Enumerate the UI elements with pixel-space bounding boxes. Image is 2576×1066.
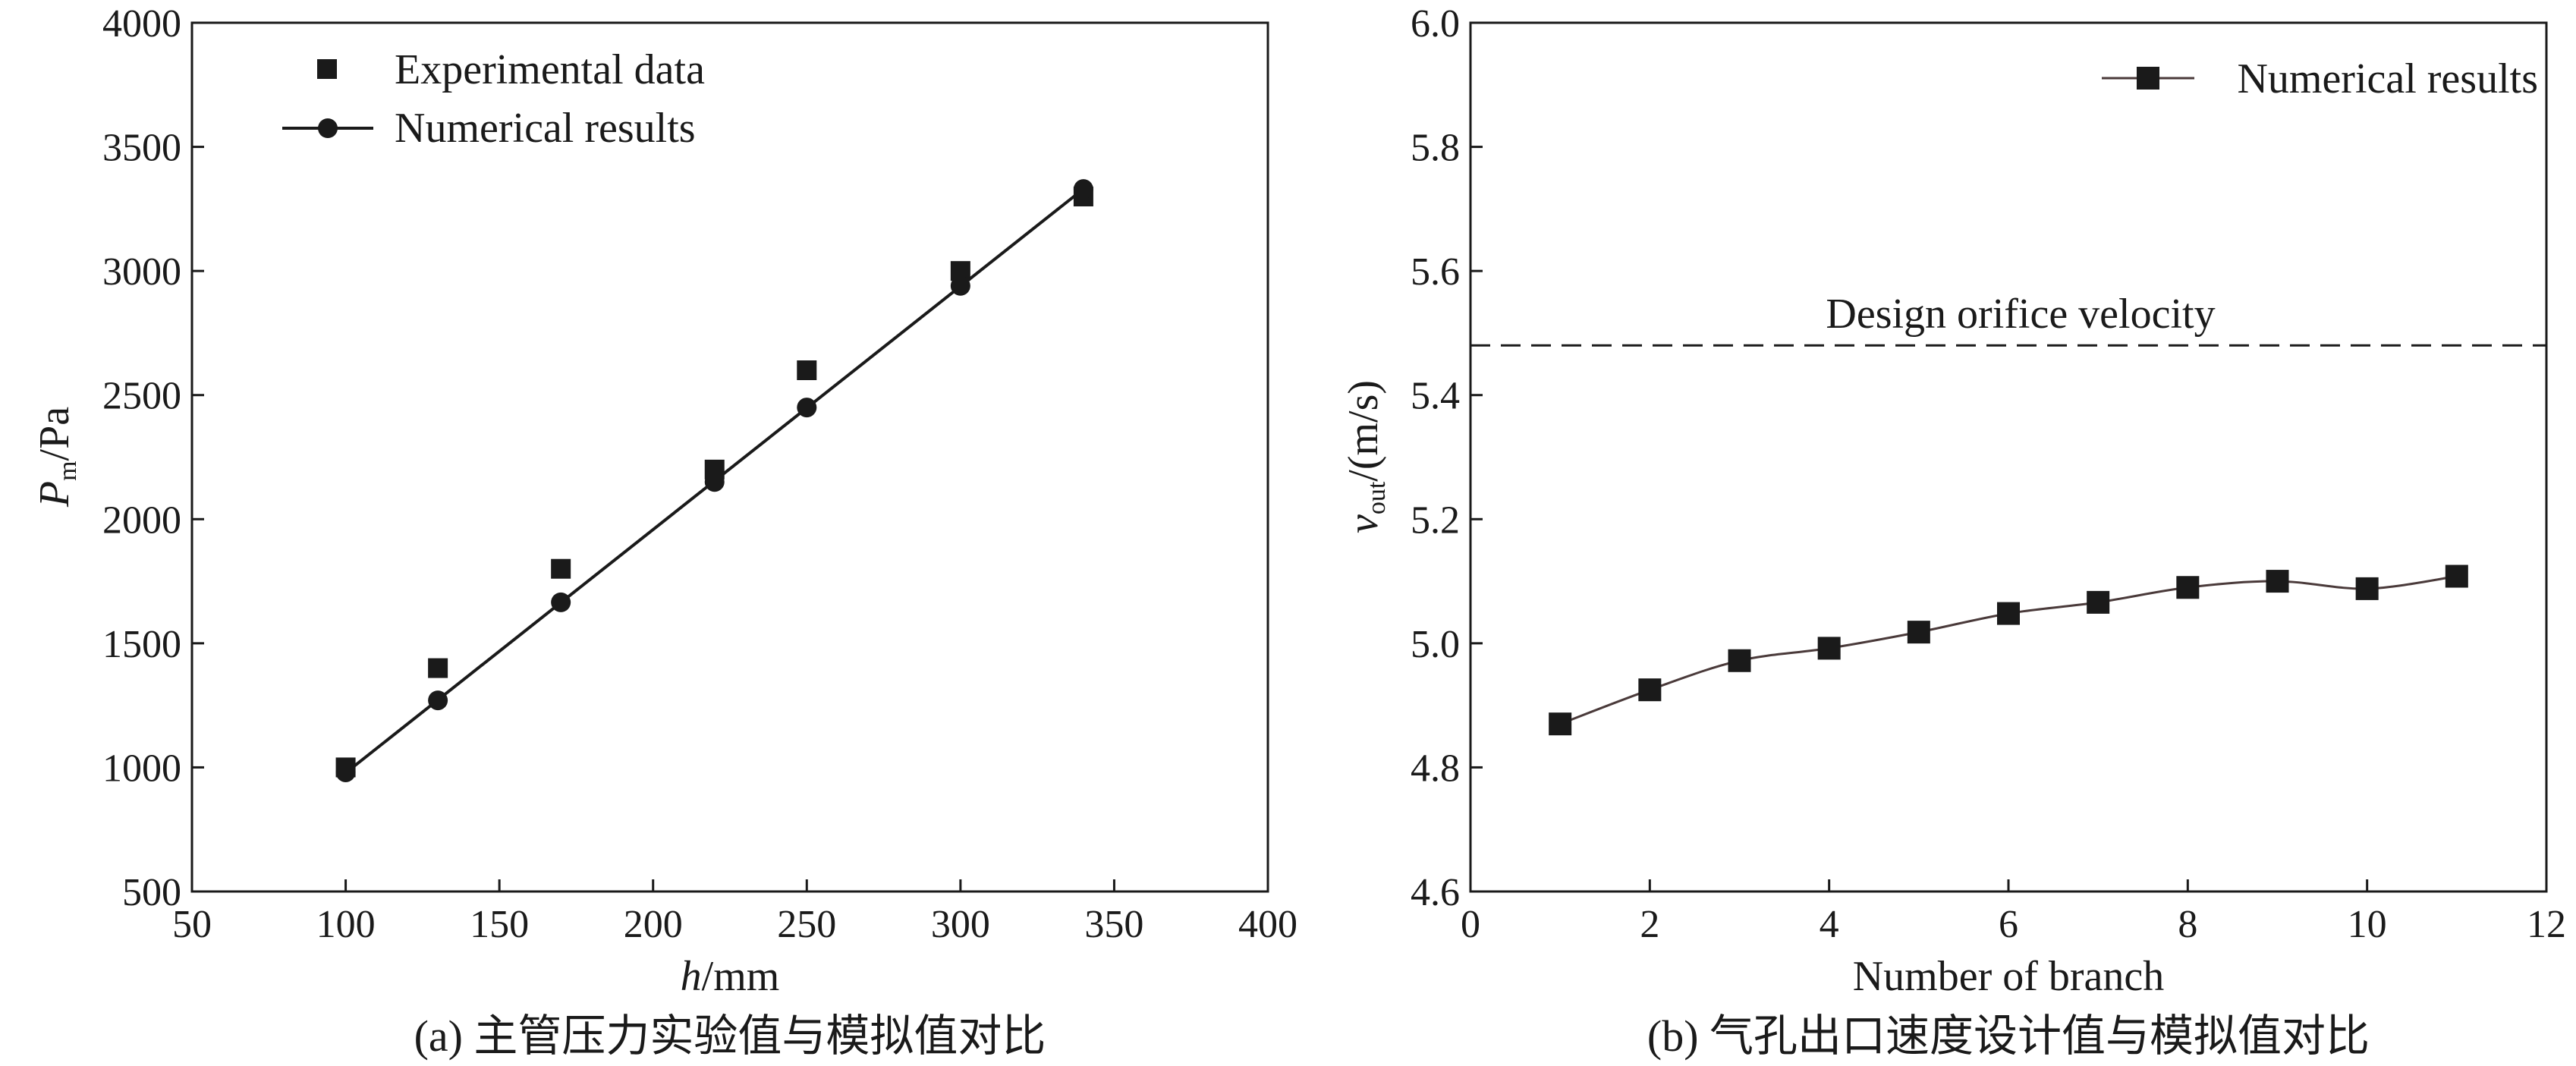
panel-a-pressure-comparison: 50 100 150 200 250 300 350 400 500 1000 1500 2000 2…	[31, 2, 1297, 1061]
x-tick-label: 12	[2527, 903, 2566, 946]
x-tick-label: 150	[470, 903, 529, 946]
numerical-point	[2355, 577, 2379, 600]
data-markers-a	[335, 179, 1093, 782]
y-tick-label: 2000	[102, 498, 181, 542]
numerical-point	[2087, 590, 2110, 614]
numerical-point	[704, 472, 725, 492]
x-tick-label: 400	[1238, 903, 1297, 946]
y-tick-label: 3500	[102, 127, 181, 170]
y-axis-ticks-a: 500 1000 1500 2000 2500 3000 3500 4000	[102, 2, 204, 914]
numerical-point	[2266, 570, 2289, 593]
legend-marker-experimental	[317, 59, 337, 79]
numerical-point	[1907, 621, 1930, 644]
x-tick-label: 0	[1461, 903, 1480, 946]
y-tick-label: 4.6	[1411, 871, 1460, 914]
numerical-curve	[1559, 575, 2458, 725]
legend-label-numerical-b: Numerical results	[2237, 55, 2538, 102]
numerical-point	[950, 275, 970, 296]
y-tick-label: 4.8	[1411, 747, 1460, 790]
y-tick-label: 2500	[102, 375, 181, 418]
x-tick-label: 350	[1084, 903, 1143, 946]
caption-a: (a) 主管压力实验值与模拟值对比	[414, 1011, 1046, 1061]
x-tick-label: 300	[931, 903, 990, 946]
x-tick-label: 200	[624, 903, 683, 946]
plot-frame-a	[190, 21, 1269, 893]
numerical-point	[428, 690, 448, 711]
numerical-point	[2176, 576, 2200, 599]
numerical-point	[2445, 564, 2468, 588]
y-tick-label: 5.4	[1411, 375, 1460, 418]
numerical-point	[1549, 712, 1572, 736]
x-tick-label: 4	[1820, 903, 1839, 946]
y-tick-label: 5.6	[1411, 250, 1460, 294]
numerical-curve-b	[1559, 575, 2458, 725]
y-tick-label: 5.0	[1411, 623, 1460, 666]
y-tick-label: 5.2	[1411, 498, 1460, 542]
x-axis-ticks-b: 0 2 4 6 8 10 12	[1461, 879, 2566, 946]
y-tick-label: 1500	[102, 623, 181, 666]
y-tick-label: 3000	[102, 250, 181, 294]
legend-label-experimental: Experimental data	[395, 46, 705, 93]
legend-marker-numerical-b	[2137, 67, 2159, 90]
y-tick-label: 1000	[102, 747, 181, 790]
y-tick-label: 5.8	[1411, 127, 1460, 170]
numerical-point	[797, 398, 817, 418]
numerical-point	[1638, 678, 1662, 702]
numerical-point	[335, 762, 356, 782]
legend-marker-numerical	[318, 118, 338, 138]
y-axis-ticks-b: 4.6 4.8 5.0 5.2 5.4 5.6 5.8 6.0	[1411, 2, 1483, 914]
y-tick-label: 4000	[102, 2, 181, 46]
legend-label-numerical: Numerical results	[395, 105, 696, 152]
x-tick-label: 8	[2178, 903, 2197, 946]
design-orifice-velocity-label: Design orifice velocity	[1826, 291, 2215, 338]
x-tick-label: 10	[2348, 903, 2387, 946]
x-tick-label: 6	[1999, 903, 2018, 946]
numerical-point	[1728, 649, 1751, 672]
legend-b: Numerical results	[2102, 55, 2538, 102]
y-tick-label: 500	[122, 871, 181, 914]
x-tick-label: 100	[316, 903, 376, 946]
x-axis-label-b: Number of branch	[1853, 953, 2165, 1000]
caption-b: (b) 气孔出口速度设计值与模拟值对比	[1647, 1011, 2370, 1061]
legend-a: Experimental data Numerical results	[282, 46, 705, 152]
x-tick-label: 2	[1640, 903, 1659, 946]
panel-b-velocity-comparison: 0 2 4 6 8 10 12 4.6 4.8 5.0 5.2 5.4 5.6 5.8 6.0 Desig…	[1340, 2, 2566, 1061]
x-tick-label: 50	[172, 903, 212, 946]
x-axis-label-a: h/mm	[681, 953, 780, 1000]
data-markers-b	[1549, 564, 2468, 736]
numerical-point	[1997, 602, 2020, 625]
numerical-point	[551, 592, 571, 612]
y-axis-label-a: Pm/Pa	[31, 407, 82, 508]
x-tick-label: 250	[777, 903, 836, 946]
experimental-point	[428, 658, 448, 678]
y-tick-label: 6.0	[1411, 2, 1460, 46]
numerical-point	[1073, 179, 1093, 200]
plot-frame-b	[1469, 21, 2548, 893]
x-axis-ticks-a: 50 100 150 200 250 300 350 400	[172, 879, 1297, 946]
experimental-point	[797, 360, 817, 380]
y-axis-label-b: vout/(m/s)	[1340, 380, 1391, 533]
experimental-point	[551, 558, 571, 579]
numerical-point	[1817, 637, 1841, 660]
